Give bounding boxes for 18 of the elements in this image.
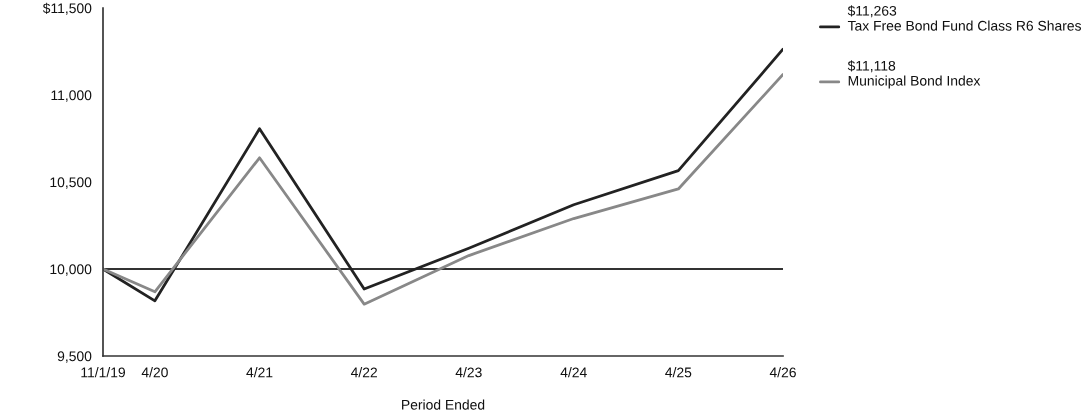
y-tick-label: 11,000 — [51, 90, 92, 102]
y-tick-label: 9,500 — [57, 351, 92, 363]
x-tick-label: 4/22 — [350, 367, 377, 378]
text: $11,118 — [847, 60, 896, 73]
x-axis-title: Period Ended — [402, 399, 485, 410]
x-tick-label: 4/21 — [246, 367, 273, 378]
y-tick-label: 10,000 — [50, 264, 92, 276]
x-tick-label: 4/23 — [455, 367, 482, 378]
text: $11,263 — [847, 5, 897, 18]
y-tick-label: $11,500 — [42, 2, 92, 15]
legend-label: Municipal Bond Index — [848, 75, 981, 89]
x-tick-label: 4/20 — [141, 367, 168, 378]
x-tick-label: 11/1/19 — [81, 367, 125, 378]
y-tick-label: 10,500 — [50, 177, 92, 189]
x-tick-label: 4/26 — [769, 367, 796, 378]
legend-label: Tax Free Bond Fund Class R6 Shares — [847, 20, 1081, 31]
x-tick-label: 4/24 — [560, 367, 587, 378]
x-tick-label: 4/25 — [665, 367, 692, 378]
